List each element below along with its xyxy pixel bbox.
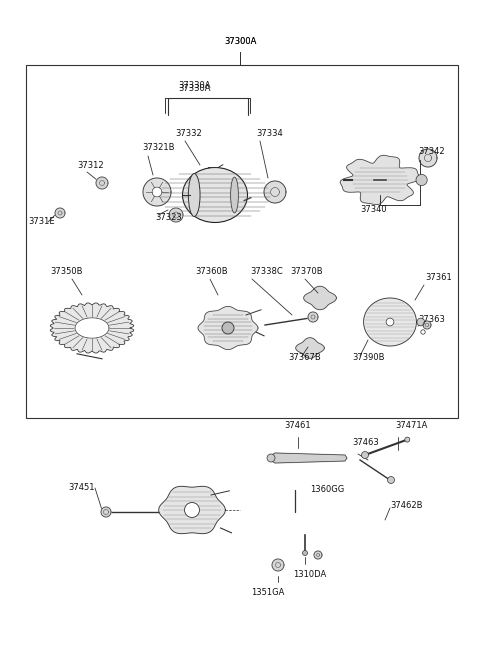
Text: 37350B: 37350B (50, 267, 83, 277)
Circle shape (302, 551, 308, 556)
Polygon shape (304, 286, 336, 309)
Ellipse shape (188, 173, 200, 216)
Polygon shape (264, 181, 286, 203)
Text: 37332: 37332 (175, 129, 202, 137)
Circle shape (361, 451, 369, 459)
Text: 37463: 37463 (352, 438, 379, 447)
Polygon shape (308, 312, 318, 322)
Text: 37330A: 37330A (179, 84, 211, 93)
Polygon shape (314, 551, 322, 559)
Text: 37462B: 37462B (390, 501, 422, 509)
Polygon shape (364, 298, 416, 346)
Polygon shape (55, 208, 65, 218)
Circle shape (387, 476, 395, 484)
Text: 1360GG: 1360GG (310, 486, 344, 495)
Text: 37300A: 37300A (224, 37, 256, 47)
Circle shape (416, 174, 427, 185)
Text: 37321B: 37321B (142, 143, 175, 152)
Circle shape (184, 503, 200, 518)
Text: 37461: 37461 (285, 421, 312, 430)
Polygon shape (50, 303, 134, 353)
Polygon shape (101, 507, 111, 517)
Text: 1310DA: 1310DA (293, 570, 326, 579)
Polygon shape (270, 453, 347, 463)
Circle shape (417, 318, 425, 326)
Text: 37330A: 37330A (179, 81, 211, 90)
Text: 37338C: 37338C (250, 267, 283, 277)
Text: 3731E: 3731E (28, 217, 55, 227)
Text: 37361: 37361 (425, 273, 452, 283)
Text: 37390B: 37390B (352, 353, 384, 363)
Text: 37360B: 37360B (195, 267, 228, 277)
Polygon shape (296, 338, 324, 358)
Polygon shape (198, 306, 258, 350)
Bar (26, 65, 458, 418)
Text: 37312: 37312 (77, 160, 104, 170)
Polygon shape (75, 318, 109, 338)
Polygon shape (340, 155, 420, 205)
Ellipse shape (182, 168, 248, 223)
Circle shape (267, 454, 275, 462)
Circle shape (222, 322, 234, 334)
Text: 37334: 37334 (256, 129, 283, 137)
Circle shape (405, 437, 410, 442)
Polygon shape (96, 177, 108, 189)
Text: 37363: 37363 (418, 315, 445, 325)
Text: 37370B: 37370B (290, 267, 323, 277)
Text: 37342: 37342 (418, 148, 444, 156)
Polygon shape (419, 149, 437, 167)
Ellipse shape (230, 177, 239, 213)
Text: 37340: 37340 (360, 206, 386, 214)
Text: 37451: 37451 (68, 484, 95, 493)
Text: 37367B: 37367B (288, 353, 321, 363)
Text: 1351GA: 1351GA (252, 588, 285, 597)
Polygon shape (423, 321, 431, 329)
Circle shape (386, 318, 394, 326)
Polygon shape (159, 486, 225, 533)
Polygon shape (272, 559, 284, 571)
Polygon shape (152, 187, 162, 197)
Text: 37323: 37323 (155, 214, 182, 223)
Polygon shape (169, 208, 183, 222)
Text: 37471A: 37471A (395, 421, 427, 430)
Circle shape (421, 330, 425, 334)
Polygon shape (143, 178, 171, 206)
Text: 37300A: 37300A (224, 37, 256, 47)
